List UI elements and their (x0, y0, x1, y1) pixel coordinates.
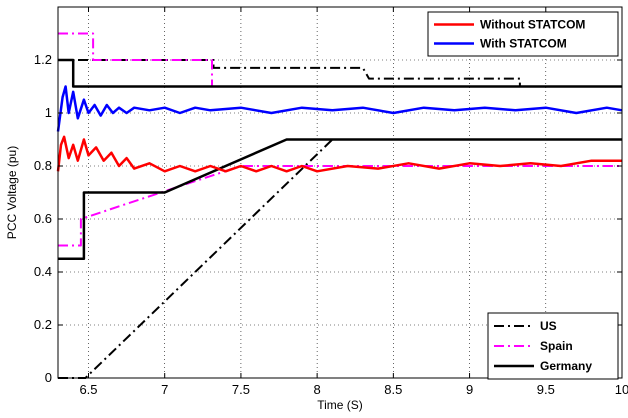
y-tick-label-2: 0.4 (34, 264, 52, 279)
x-tick-label-6: 9.5 (537, 382, 555, 397)
series-with-line-0 (56, 85, 623, 132)
plot-series (56, 32, 623, 379)
series-us-line-1 (58, 138, 334, 379)
axis-ticks: 6.5 7 7.5 8 8.5 9 9.5 10 0 0.2 0.4 0.6 0.8 1 1.2 (34, 7, 628, 397)
x-tick-label-0: 6.5 (79, 382, 97, 397)
legend-box-0 (427, 11, 619, 57)
x-tick-label-5: 9 (466, 382, 473, 397)
legend-label-with: With STATCOM (480, 37, 567, 51)
series-germany-line-0 (58, 58, 622, 88)
x-tick-label-7: 10 (615, 382, 628, 397)
series-spain-line-1 (58, 165, 622, 247)
series-us-line-0 (58, 59, 622, 88)
x-tick-label-3: 8 (314, 382, 321, 397)
y-tick-label-1: 0.2 (34, 317, 52, 332)
y-tick-label-0: 0 (45, 370, 52, 385)
x-tick-label-2: 7.5 (232, 382, 250, 397)
series-germany-line-1 (58, 138, 622, 261)
y-axis-title: PCC Voltage (pu) (5, 146, 19, 239)
y-tick-label-6: 1.2 (34, 52, 52, 67)
y-tick-label-3: 0.6 (34, 211, 52, 226)
legend-label-without: Without STATCOM (480, 18, 585, 32)
series-without-line-0 (56, 135, 622, 173)
plot-frame (57, 6, 623, 379)
x-axis-title: Time (S) (317, 398, 363, 412)
x-tick-label-1: 7 (161, 382, 168, 397)
legend-label-us: US (540, 319, 557, 333)
x-tick-label-4: 8.5 (384, 382, 402, 397)
legends: Without STATCOM With STATCOM US Spain German… (427, 11, 619, 380)
legend-label-spain: Spain (540, 339, 573, 353)
legend-label-germany: Germany (540, 359, 592, 373)
y-tick-label-5: 1 (45, 105, 52, 120)
y-tick-label-4: 0.8 (34, 158, 52, 173)
